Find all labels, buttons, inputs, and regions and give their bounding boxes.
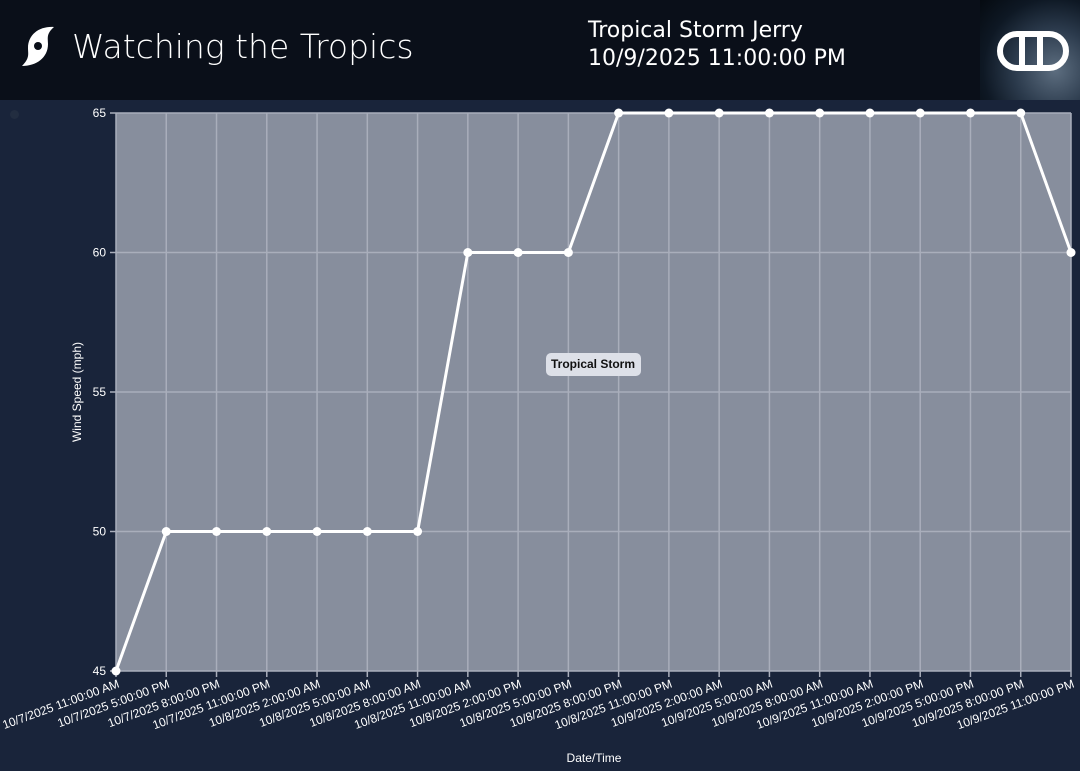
y-tick-label: 55 (93, 385, 107, 399)
status-dot (10, 110, 19, 119)
annotation-label: Tropical Storm (551, 357, 635, 371)
y-axis-label: Wind Speed (mph) (70, 342, 84, 442)
data-point (563, 248, 573, 257)
logo (980, 0, 1080, 100)
data-point (865, 108, 875, 118)
annotation-box (546, 353, 641, 376)
data-point (111, 666, 121, 676)
data-point (262, 527, 272, 536)
x-axis-label: Date/Time (567, 751, 622, 765)
storm-time: 10/9/2025 11:00:00 PM (588, 46, 846, 71)
data-point (1016, 108, 1026, 118)
y-tick-label: 45 (93, 664, 107, 678)
storm-name: Tropical Storm Jerry (588, 18, 803, 43)
storm-info: Tropical Storm Jerry 10/9/2025 11:00:00 … (588, 17, 846, 73)
data-point (362, 527, 372, 536)
y-tick-label: 65 (93, 106, 107, 120)
data-point (915, 108, 925, 118)
y-tick-label: 60 (93, 246, 107, 260)
brand[interactable]: Watching the Tropics (20, 24, 414, 68)
data-point (161, 527, 171, 536)
data-point (714, 108, 724, 118)
hurricane-icon (22, 26, 54, 66)
data-point (764, 108, 774, 118)
data-point (965, 108, 975, 118)
app-title: Watching the Tropics (72, 26, 414, 66)
data-point (815, 108, 825, 118)
y-tick-label: 50 (93, 525, 107, 539)
data-point (513, 248, 523, 257)
series-line (114, 111, 1073, 672)
logo-mark (997, 31, 1069, 71)
header: Watching the Tropics Tropical Storm Jerr… (0, 0, 1080, 100)
data-point (1066, 248, 1076, 257)
data-point (664, 108, 674, 118)
data-point (413, 527, 423, 536)
data-point (463, 248, 473, 257)
data-point (614, 108, 624, 118)
data-point (312, 527, 322, 536)
data-point (212, 527, 222, 536)
